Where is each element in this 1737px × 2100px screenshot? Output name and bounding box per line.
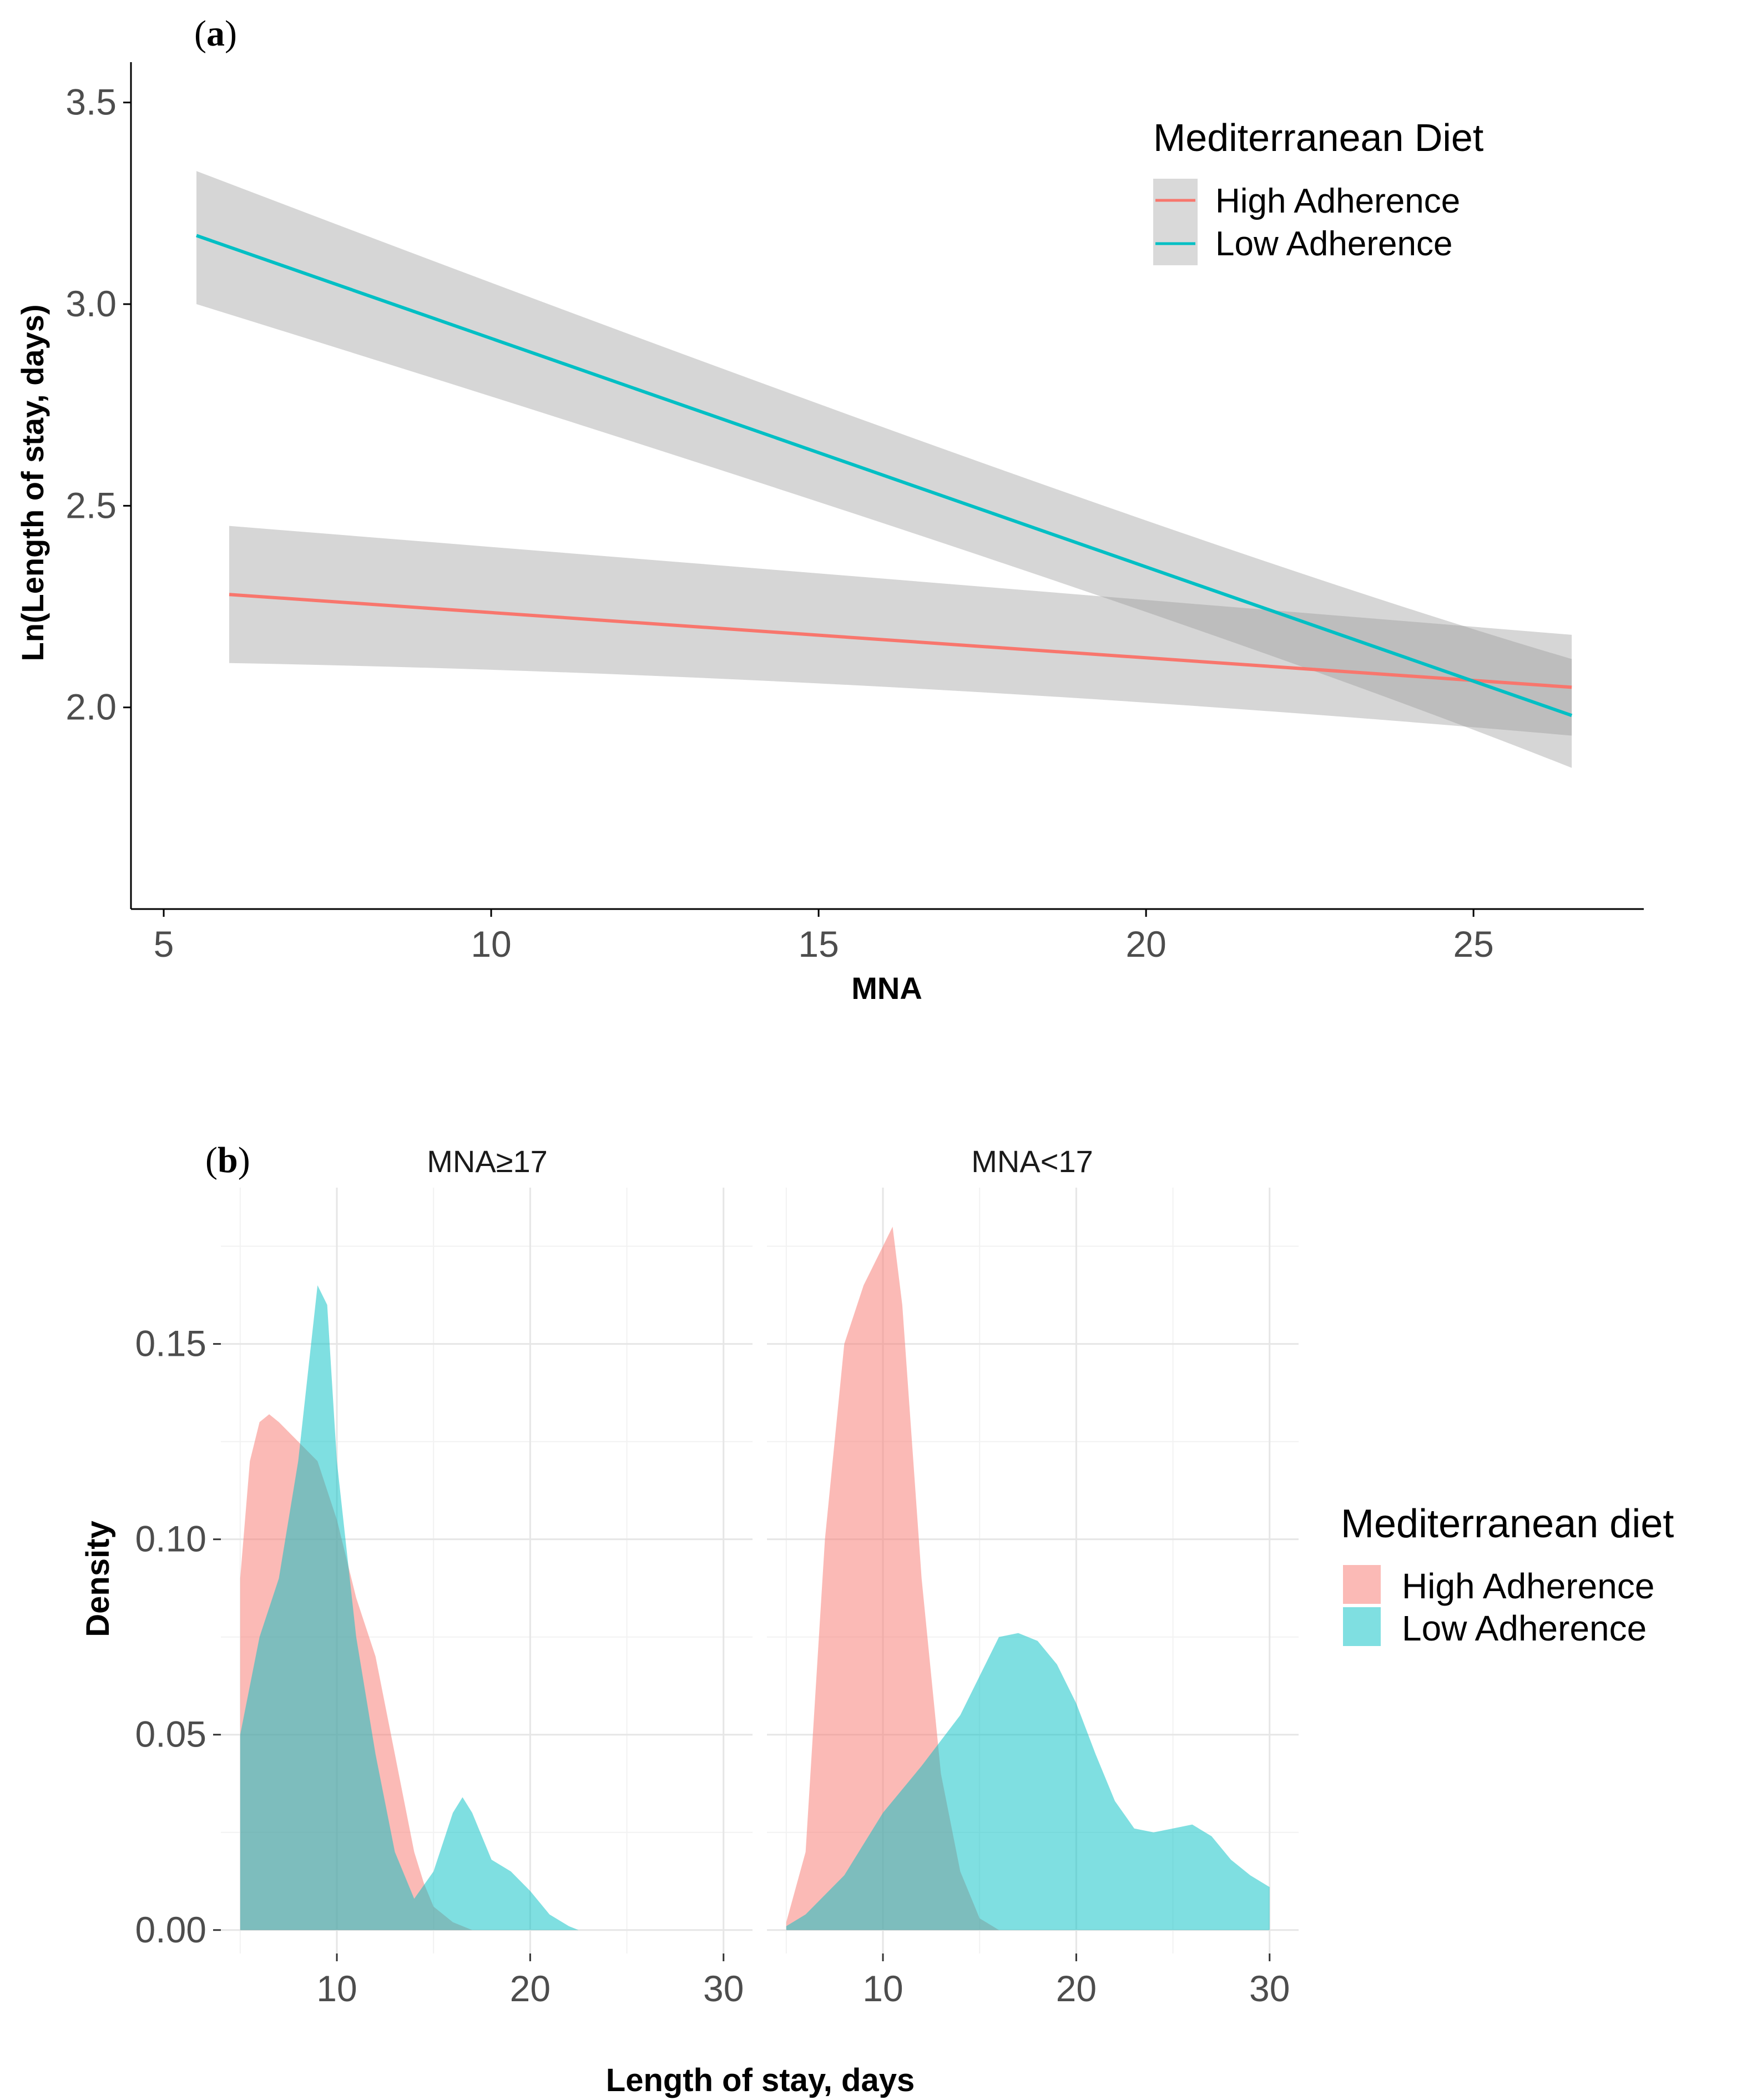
b-x-tick-label: 20: [510, 1968, 551, 2009]
a-legend-key-bg: [1153, 179, 1198, 265]
density-area-high-adherence: [786, 1226, 999, 1930]
facet-strip-label-mna-lt-17: MNA<17: [971, 1144, 1093, 1179]
facet-2-density-areas: [786, 1226, 1270, 1930]
a-line-low-adherence: [196, 234, 1573, 718]
a-x-tick-label: 5: [154, 923, 174, 965]
a-y-ticks: 2.0 2.5 3.0 3.5: [65, 82, 131, 728]
b-legend: Mediterranean diet High Adherence Low Ad…: [1341, 1502, 1674, 1648]
density-area-low-adherence: [786, 1633, 1270, 1930]
a-legend-label-low-adherence: Low Adherence: [1215, 225, 1452, 263]
a-confidence-bands: [196, 171, 1572, 768]
a-x-tick-label: 20: [1125, 923, 1166, 965]
a-x-ticks: 5 10 15 20 25: [154, 909, 1494, 965]
a-legend: Mediterranean Diet High Adherence Low Ad…: [1153, 116, 1483, 265]
a-x-tick-label: 25: [1453, 923, 1493, 965]
b-legend-title: Mediterranean diet: [1341, 1502, 1674, 1546]
panel-a: (a) 2.0 2.5 3.0 3.5 5 10 15 20 25 MNA Ln(Length…: [15, 13, 1644, 1006]
facet-strip-label-mna-ge-17: MNA≥17: [427, 1144, 547, 1179]
a-y-tick-label: 2.0: [65, 686, 117, 728]
facet-mna-lt-17: MNA<17 10 20 30: [767, 1144, 1299, 2009]
a-ci-band-high-adherence: [229, 526, 1572, 736]
a-y-tick-label: 3.5: [65, 82, 117, 123]
b-x-axis-title: Length of stay, days: [606, 2062, 915, 2098]
b-y-ticks: 0.00 0.05 0.10 0.15: [135, 1323, 221, 1950]
a-regression-lines: [196, 234, 1573, 718]
b-y-tick-label: 0.10: [135, 1518, 206, 1559]
b-x-tick-label: 30: [703, 1968, 744, 2009]
b-legend-label-high-adherence: High Adherence: [1402, 1566, 1654, 1606]
a-x-tick-label: 15: [798, 923, 839, 965]
b-y-tick-label: 0.00: [135, 1909, 206, 1950]
panel-a-label: (a): [194, 13, 237, 54]
a-x-tick-label: 10: [471, 923, 511, 965]
facet-1-x-ticks: 10 20 30: [316, 1953, 744, 2009]
facet-mna-ge-17: MNA≥17 10 20 30: [221, 1144, 753, 2009]
b-y-axis-title: Density: [80, 1521, 116, 1637]
b-legend-label-low-adherence: Low Adherence: [1402, 1608, 1647, 1648]
panel-b-label: (b): [205, 1140, 250, 1180]
facet-1-density-areas: [240, 1285, 579, 1930]
b-y-tick-label: 0.15: [135, 1323, 206, 1364]
facet-2-x-ticks: 10 20 30: [862, 1953, 1290, 2009]
b-legend-key-low-adherence: [1343, 1607, 1381, 1646]
b-x-tick-label: 20: [1056, 1968, 1097, 2009]
a-x-axis-title: MNA: [851, 971, 922, 1006]
b-y-tick-label: 0.05: [135, 1714, 206, 1755]
a-line-high-adherence: [229, 593, 1572, 689]
a-y-axis-title: Ln(Length of stay, days): [15, 305, 50, 662]
b-x-tick-label: 10: [862, 1968, 903, 2009]
a-y-tick-label: 3.0: [65, 283, 117, 324]
density-area-low-adherence: [240, 1285, 579, 1930]
b-x-tick-label: 10: [316, 1968, 357, 2009]
a-ci-band-low-adherence: [196, 171, 1572, 768]
panel-b: (b) MNA≥17 10 20 30 MNA<17 10 20 30 0.00 0.05…: [80, 1140, 1674, 2098]
a-legend-title: Mediterranean Diet: [1153, 116, 1483, 159]
b-legend-key-high-adherence: [1343, 1565, 1381, 1604]
b-x-tick-label: 30: [1249, 1968, 1290, 2009]
a-legend-label-high-adherence: High Adherence: [1215, 182, 1460, 220]
a-y-tick-label: 2.5: [65, 484, 117, 526]
